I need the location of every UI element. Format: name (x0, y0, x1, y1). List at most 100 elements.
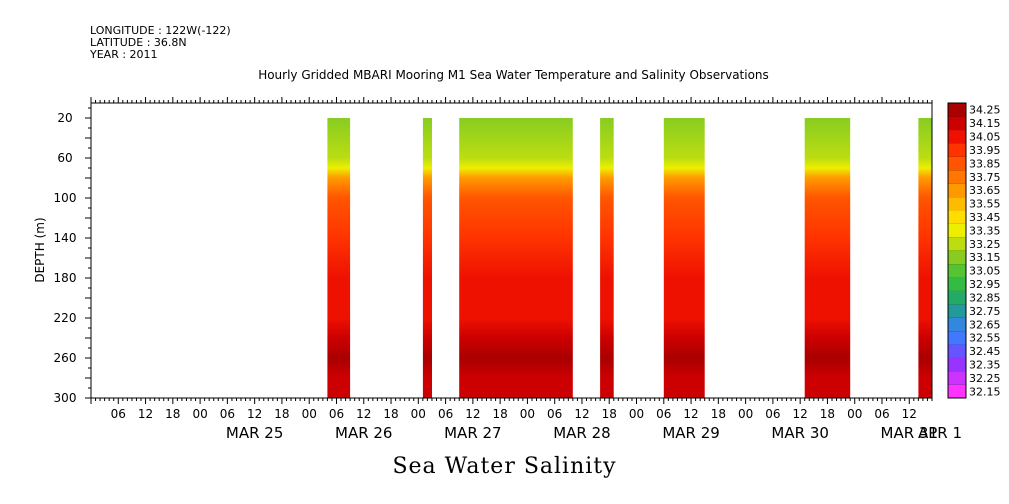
x-hour-tick-label: 00 (302, 407, 317, 421)
colorbar-label: 34.25 (969, 104, 1001, 117)
colorbar-label: 32.35 (969, 359, 1001, 372)
y-tick-label: 300 (54, 391, 77, 405)
colorbar-label: 33.65 (969, 184, 1001, 197)
colorbar-swatch (948, 317, 966, 332)
colorbar-swatch (948, 196, 966, 211)
x-hour-tick-label: 06 (220, 407, 235, 421)
colorbar-label: 34.05 (969, 131, 1001, 144)
chart-title: Hourly Gridded MBARI Mooring M1 Sea Wate… (258, 68, 769, 82)
y-tick-label: 140 (54, 231, 77, 245)
colorbar-swatch (948, 344, 966, 358)
x-hour-tick-label: 18 (820, 407, 835, 421)
x-hour-tick-label: 06 (547, 407, 562, 421)
x-date-label: MAR 31 (881, 424, 938, 442)
plot-frame (90, 102, 933, 399)
y-tick-label: 180 (54, 271, 77, 285)
colorbar-label: 33.25 (969, 238, 1001, 251)
colorbar-swatch (948, 290, 966, 305)
x-hour-tick-label: 18 (492, 407, 507, 421)
x-hour-tick-label: 00 (738, 407, 753, 421)
x-hour-tick-label: 00 (411, 407, 426, 421)
y-tick-label: 60 (57, 151, 72, 165)
x-hour-tick-label: 12 (465, 407, 480, 421)
colorbar-label: 34.15 (969, 117, 1001, 130)
x-hour-tick-label: 06 (874, 407, 889, 421)
x-date-label: MAR 25 (226, 424, 283, 442)
colorbar-swatch (948, 384, 966, 399)
colorbar-label: 33.75 (969, 171, 1001, 184)
colorbar-swatch (948, 156, 966, 171)
x-axis: 06 12 18 00 06 12 18 00 06 12 18 00 06 12 18 00 06 12 18 00… (90, 398, 962, 442)
observation-block-6 (804, 118, 851, 398)
variable-title: Sea Water Salinity (392, 454, 617, 479)
colorbar-swatch (948, 223, 966, 238)
colorbar-swatch (948, 210, 966, 224)
x-hour-tick-label: 18 (165, 407, 180, 421)
observation-block-2 (422, 118, 432, 398)
y-axis-label: DEPTH (m) (33, 217, 47, 282)
x-hour-tick-label: 12 (793, 407, 808, 421)
x-hour-tick-label: 06 (329, 407, 344, 421)
x-date-label: MAR 29 (662, 424, 719, 442)
colorbar-label: 32.95 (969, 278, 1001, 291)
colorbar-swatch (948, 103, 966, 117)
y-tick-label: 20 (57, 111, 72, 125)
x-hour-tick-label: 12 (574, 407, 589, 421)
colorbar-label: 32.25 (969, 372, 1001, 385)
colorbar-label: 33.15 (969, 251, 1001, 264)
x-hour-tick-label: 18 (383, 407, 398, 421)
observation-block-5 (663, 118, 705, 398)
observation-block-4 (600, 118, 614, 398)
x-date-label: APR 1 (918, 424, 962, 442)
x-hour-tick-label: 12 (683, 407, 698, 421)
x-hour-tick-label: 18 (602, 407, 617, 421)
colorbar-swatch (948, 330, 966, 345)
colorbar-label: 33.45 (969, 211, 1001, 224)
observation-blocks (327, 118, 932, 398)
x-hour-tick-label: 12 (356, 407, 371, 421)
x-date-label: MAR 30 (771, 424, 828, 442)
colorbar-swatch (948, 183, 966, 198)
y-tick-label: 260 (54, 351, 77, 365)
colorbar-label: 32.85 (969, 291, 1001, 304)
x-hour-tick-label: 00 (520, 407, 535, 421)
colorbar-swatch (948, 371, 966, 385)
x-hour-tick-label: 06 (111, 407, 126, 421)
x-hour-tick-label: 12 (902, 407, 917, 421)
colorbar-swatch (948, 357, 966, 372)
colorbar-swatch (948, 116, 966, 131)
colorbar-swatch (948, 250, 966, 265)
colorbar-swatch (948, 129, 966, 144)
x-hour-tick-label: 06 (438, 407, 453, 421)
x-hour-tick-label: 18 (274, 407, 289, 421)
x-hour-tick-label: 12 (247, 407, 262, 421)
x-date-label: MAR 27 (444, 424, 501, 442)
x-hour-tick-label: 00 (847, 407, 862, 421)
x-hour-tick-label: 18 (711, 407, 726, 421)
x-hour-tick-label: 00 (192, 407, 207, 421)
colorbar-label: 32.15 (969, 385, 1001, 398)
longitude-label: LONGITUDE : 122W(-122) (90, 24, 231, 37)
colorbar-label: 33.35 (969, 224, 1001, 237)
colorbar-label: 33.85 (969, 157, 1001, 170)
x-hour-tick-label: 00 (629, 407, 644, 421)
colorbar-label: 33.55 (969, 198, 1001, 211)
colorbar-label: 32.45 (969, 345, 1001, 358)
colorbar-swatch (948, 304, 966, 318)
colorbar: 32.1532.2532.3532.4532.5532.6532.7532.85… (947, 102, 1001, 399)
observation-block-7 (918, 118, 932, 398)
top-minor-ticks (90, 97, 933, 103)
colorbar-swatch (948, 263, 966, 278)
x-date-label: MAR 26 (335, 424, 392, 442)
y-tick-label: 220 (54, 311, 77, 325)
observation-block-3 (459, 118, 573, 398)
latitude-label: LATITUDE : 36.8N (90, 36, 187, 49)
colorbar-swatch (948, 143, 966, 157)
colorbar-swatch (948, 237, 966, 251)
y-axis: 20 60 100 140 180 220 260 300 (54, 107, 91, 405)
observation-block-1 (327, 118, 351, 398)
colorbar-swatch (948, 170, 966, 184)
colorbar-label: 33.05 (969, 265, 1001, 278)
colorbar-label: 32.55 (969, 332, 1001, 345)
